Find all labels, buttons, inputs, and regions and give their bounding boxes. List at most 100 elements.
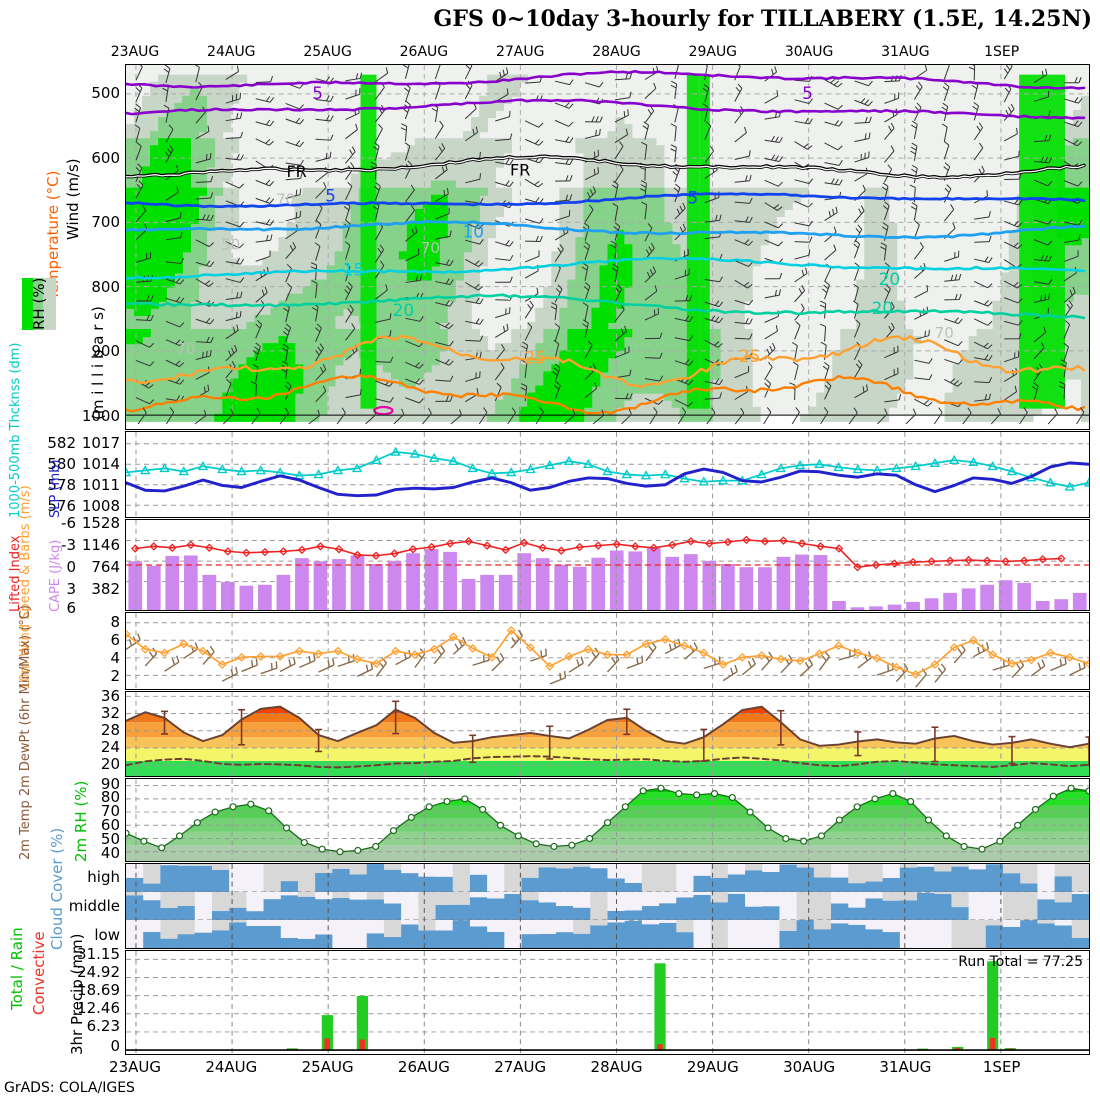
rh2m-tick: 70 (100, 802, 120, 820)
temp2m-tick: 36 (100, 687, 120, 705)
slp-tick: 1017 (81, 434, 120, 452)
rh-2m-panel[interactable] (125, 778, 1090, 862)
page-title: GFS 0~10day 3-hourly for TILLABERY (1.5E… (433, 6, 1092, 32)
temp2m-tick: 20 (100, 755, 120, 773)
date-label-bottom: 23AUG (109, 1058, 161, 1076)
lifted-index-tick: 6 (66, 599, 76, 617)
precip-total-label: Total / Rain (8, 927, 26, 1010)
thickness-tick: 582 (47, 434, 76, 452)
date-label-bottom: 24AUG (205, 1058, 258, 1076)
precip-tick: 0 (110, 1037, 120, 1055)
date-label-top: 31AUG (881, 44, 930, 60)
upper-air-tick: 1000 (81, 407, 120, 425)
date-label-top: 26AUG (399, 44, 449, 60)
temp2m-tick: 32 (100, 704, 120, 722)
date-axis-top: 23AUG 24AUG 25AUG 26AUG 27AUG 28AUG 29AUG 30AUG… (111, 44, 1090, 64)
precip-panel[interactable]: Run Total = 77.25 (125, 950, 1090, 1055)
rh2m-tick: 40 (100, 844, 120, 862)
date-label-top: 1SEP (984, 44, 1020, 60)
date-label-top: 25AUG (303, 44, 352, 60)
cloud-tick: middle (68, 897, 120, 915)
wind10m-tick: 6 (110, 631, 120, 649)
date-label-top: 27AUG (495, 44, 545, 60)
contour-label: 15 (343, 260, 365, 280)
wind-label: Wind (m/s) (64, 158, 82, 240)
thickness-tick: 580 (47, 455, 76, 473)
contour-label: 5 (687, 188, 698, 208)
slp-label: SLP (mb) (48, 459, 63, 518)
upper-air-tick: 500 (91, 84, 120, 103)
date-label-top: 24AUG (207, 44, 256, 60)
cape-label: CAPE (J/kg) (48, 539, 63, 612)
wind-10m-panel[interactable] (125, 612, 1090, 690)
cape-tick: 764 (91, 558, 120, 576)
cloud-label: Cloud Cover (%) (48, 827, 66, 950)
contour-label: 5 (802, 83, 813, 103)
contour-label: 25 (739, 346, 761, 366)
lifted-index-tick: -3 (61, 536, 76, 554)
contour-label: FR (510, 161, 530, 180)
upper-air-tick: 700 (91, 213, 120, 232)
cloud-tick: high (87, 868, 120, 886)
lifted-index-tick: -6 (61, 514, 76, 532)
rh2m-tick: 80 (100, 788, 120, 806)
upper-air-tick: 600 (91, 148, 120, 167)
date-label-top: 30AUG (784, 44, 834, 60)
rh-label: RH (%) (30, 277, 48, 330)
date-label-bottom: 30AUG (783, 1058, 836, 1076)
temp-2m-panel[interactable] (125, 691, 1090, 777)
slp-thickness-panel[interactable] (125, 431, 1090, 518)
contour-label: FR (287, 162, 307, 181)
upper-air-tick: 800 (91, 277, 120, 296)
date-axis-bottom: 23AUG 24AUG 25AUG 26AUG 27AUG 28AUG 29AUG 30AUG… (109, 1058, 1090, 1080)
cape-lifted-index-panel[interactable] (125, 519, 1090, 611)
wind10m-tick: 2 (110, 667, 120, 685)
date-label-bottom: 28AUG (590, 1058, 643, 1076)
thickness-tick: 578 (47, 476, 76, 494)
contour-label: 5 (312, 83, 323, 103)
date-label-top: 29AUG (688, 44, 738, 60)
credit-label: GrADS: COLA/IGES (4, 1080, 135, 1096)
precip-axis-label: 3hr Precip (mm) (68, 933, 86, 1055)
date-label-top: 28AUG (592, 44, 641, 60)
lifted-index-tick: 0 (66, 558, 76, 576)
date-label-bottom: 31AUG (879, 1058, 932, 1076)
upper-air-units-label: (m i l l i b a r s) (89, 306, 107, 420)
rh2m-tick: 60 (100, 816, 120, 834)
wind10m-tick: 4 (110, 649, 120, 667)
cape-tick: 1146 (81, 536, 120, 554)
lifted-index-tick: 3 (66, 580, 76, 598)
slp-tick: 1014 (81, 455, 120, 473)
cloud-cover-panel[interactable] (125, 863, 1090, 949)
slp-tick: 1011 (81, 476, 120, 494)
date-label-bottom: 1SEP (982, 1058, 1021, 1076)
cape-tick: 1528 (81, 514, 120, 532)
temp2m-label: 2m Temp 2m DewPt (6hr Min/Max) (°C) (18, 605, 33, 860)
contour-label: 20 (393, 300, 415, 320)
temp2m-tick: 24 (100, 738, 120, 756)
date-label-bottom: 26AUG (397, 1058, 450, 1076)
rh-color-swatch (22, 278, 56, 330)
upper-air-panel[interactable]: 5 5 FR FR 5 5 10 15 20 20 25 25 20 70 50 70 70 70 (125, 64, 1090, 430)
date-label-top: 23AUG (110, 44, 160, 60)
date-label-bottom: 25AUG (301, 1058, 354, 1076)
precip-tick: 18.69 (77, 981, 120, 999)
date-label-bottom: 29AUG (686, 1058, 739, 1076)
contour-label: 25 (524, 348, 546, 368)
precip-tick: 31.15 (77, 945, 120, 963)
contour-label: 20 (879, 269, 901, 289)
rh2m-tick: 90 (100, 775, 120, 793)
cape-tick: 382 (91, 580, 120, 598)
contour-label: 5 (325, 186, 336, 206)
thickness-tick: 576 (47, 497, 76, 515)
slp-tick: 1008 (81, 497, 120, 515)
contour-label: 20 (872, 298, 894, 318)
date-label-bottom: 27AUG (494, 1058, 547, 1076)
wind10m-tick: 8 (110, 613, 120, 631)
precip-tick: 6.23 (86, 1017, 120, 1035)
precip-conv-label: Convective (30, 931, 48, 1015)
contour-label: 10 (462, 222, 484, 242)
run-total-label: Run Total = 77.25 (958, 954, 1083, 970)
rh2m-label: 2m RH (%) (72, 780, 90, 862)
precip-tick: 24.92 (77, 963, 120, 981)
